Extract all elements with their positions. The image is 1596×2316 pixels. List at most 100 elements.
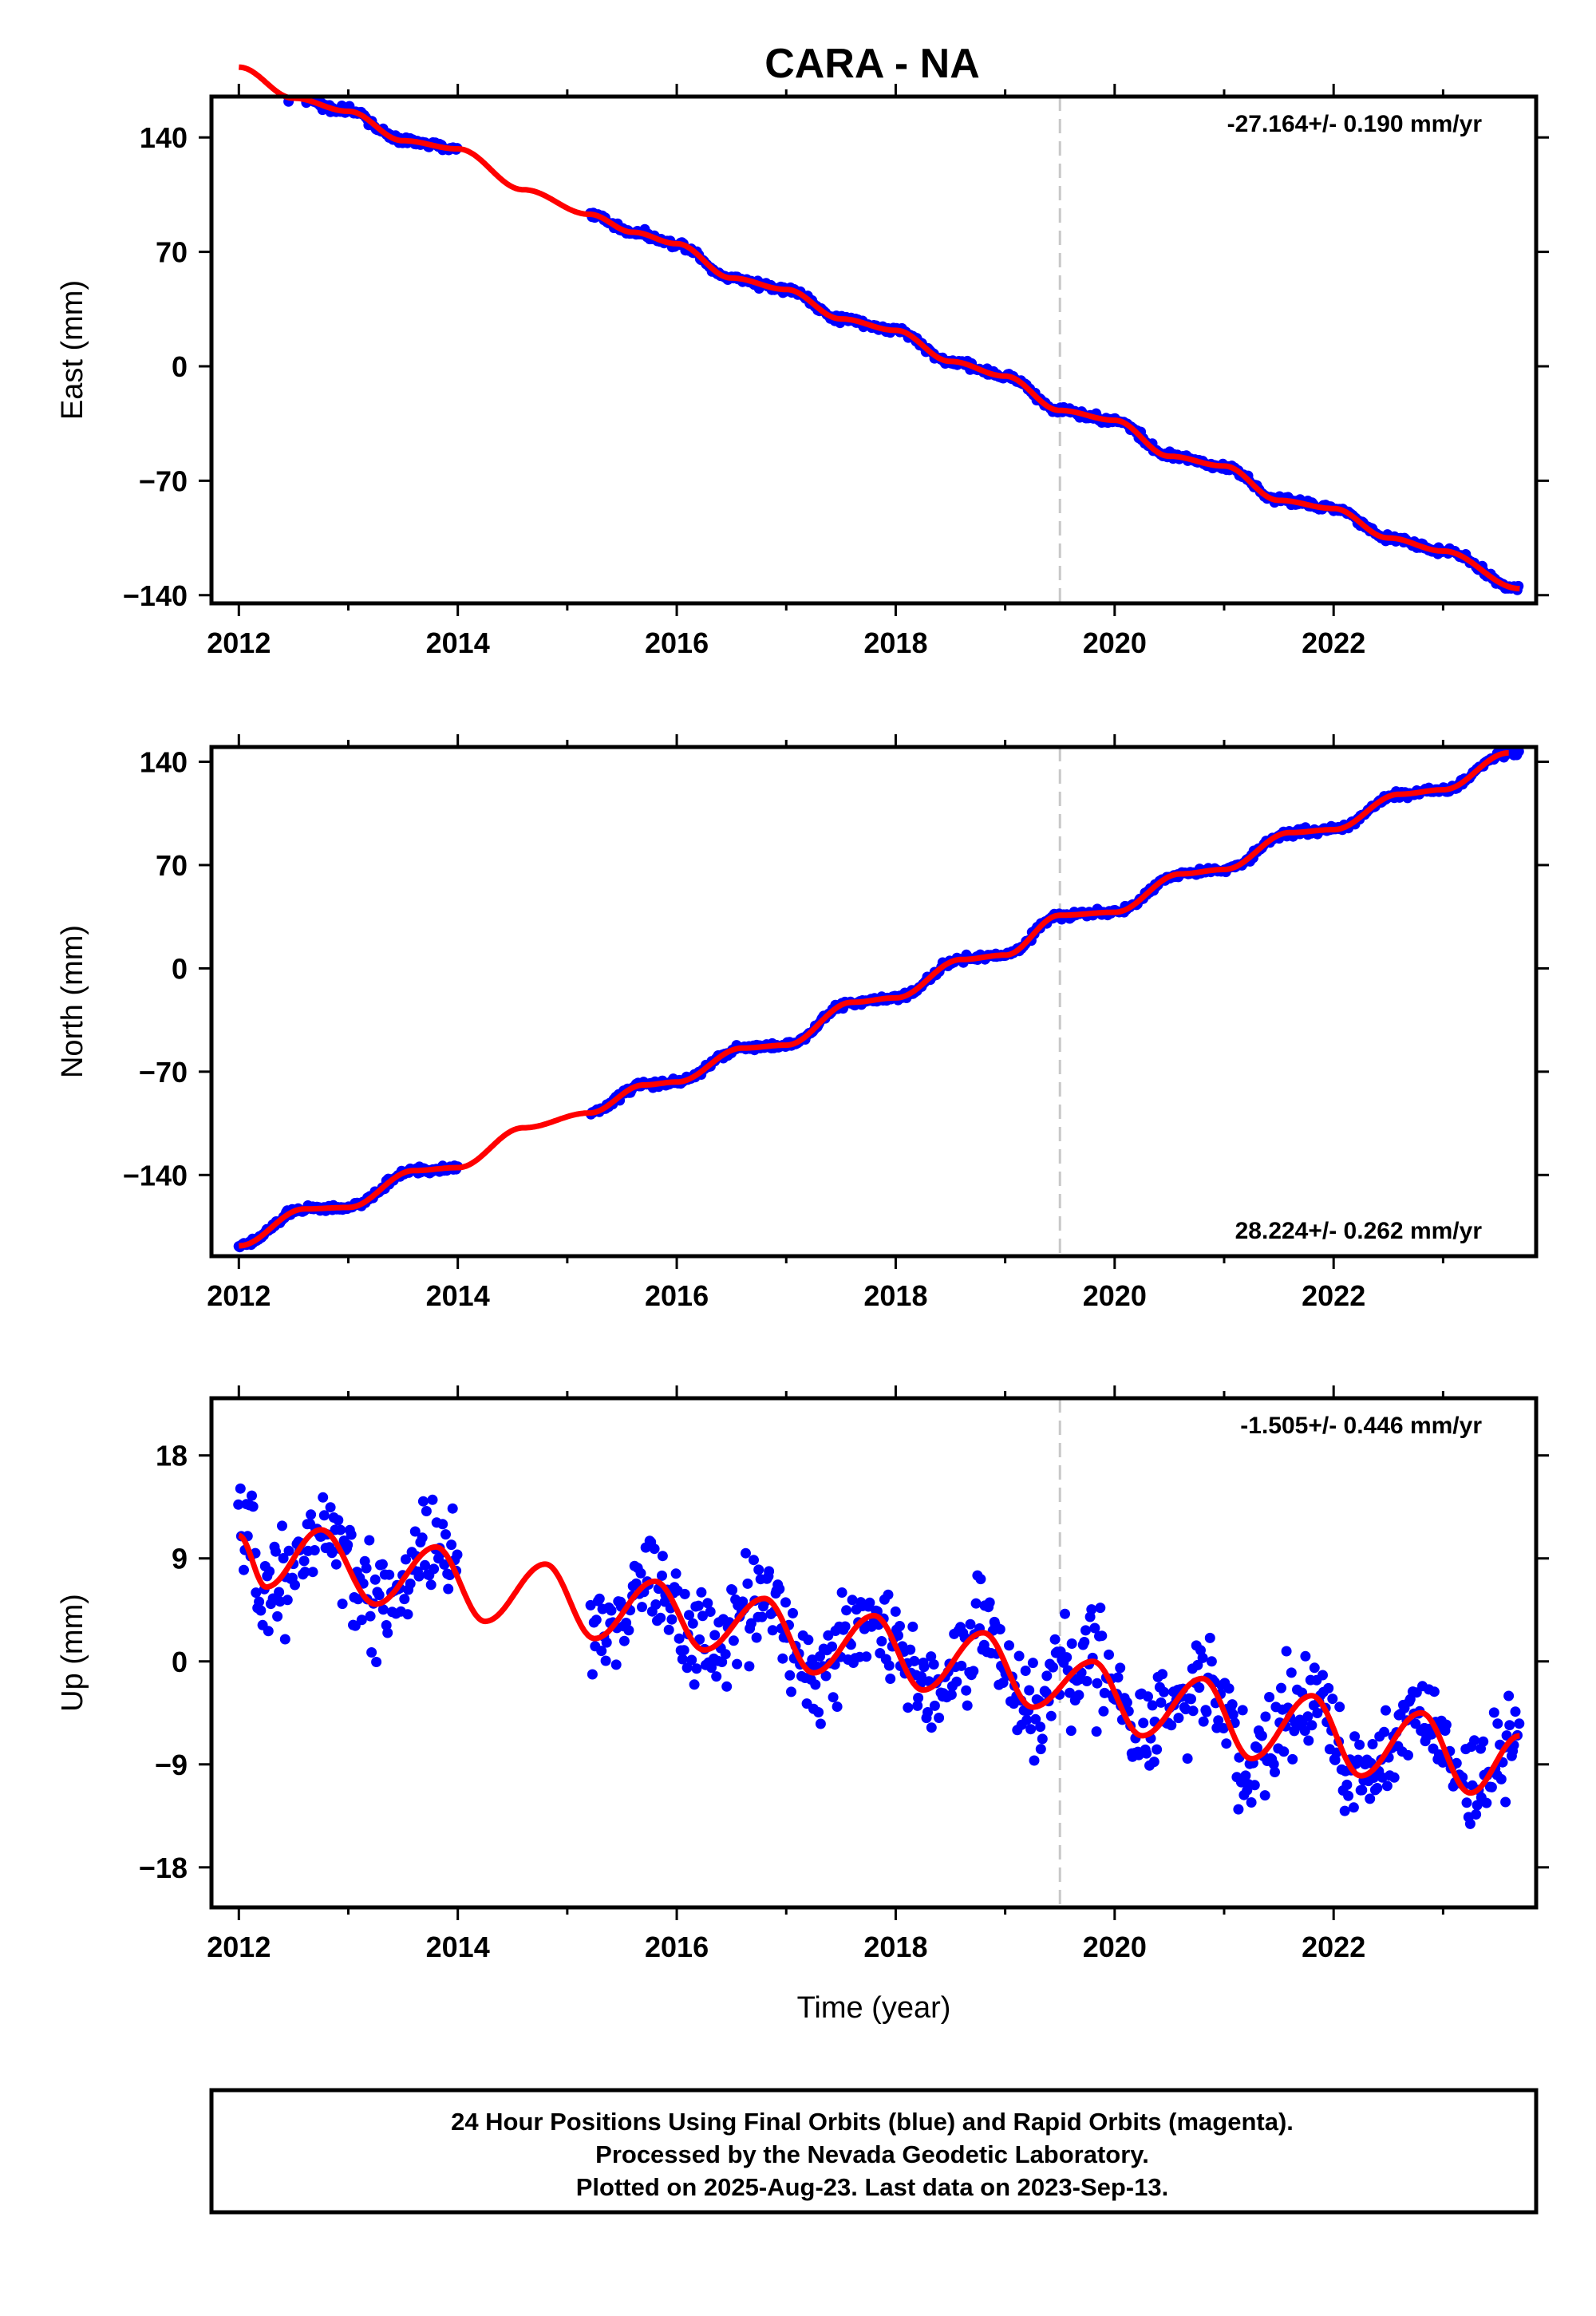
data-point [1240,1770,1251,1781]
data-point [382,1627,393,1638]
data-point [788,1607,798,1618]
data-point [696,1587,707,1598]
data-point [890,1606,901,1617]
data-point [757,1611,768,1622]
data-point [905,1644,916,1655]
x-tick-label: 2022 [1302,1931,1365,1963]
data-point [1098,1705,1109,1717]
data-point [1348,1802,1359,1813]
data-point [803,1634,814,1646]
data-point [1061,1652,1073,1663]
data-point [290,1579,300,1591]
data-point [346,1529,357,1540]
data-point [333,1515,344,1526]
data-point [1334,1701,1345,1713]
data-point [1035,1721,1046,1733]
data-point [975,1574,986,1585]
x-tick-label: 2014 [426,1931,490,1963]
data-point [1488,1707,1499,1718]
data-point [594,1593,605,1604]
data-point [1367,1739,1378,1749]
data-point [1024,1685,1035,1696]
x-tick-label: 2018 [863,626,927,659]
data-point [1025,1724,1037,1735]
up-frame [209,1396,1539,1910]
data-point [600,1655,611,1666]
data-point [1300,1650,1311,1662]
data-point [1403,1749,1413,1761]
data-point [693,1600,704,1611]
data-point [1323,1682,1334,1694]
data-point [774,1583,785,1595]
data-point [446,1539,457,1551]
data-point [951,1676,962,1687]
data-point [1339,1805,1350,1816]
data-point [1281,1646,1292,1657]
data-point [749,1555,759,1566]
data-point [961,1685,972,1696]
y-tick-label: 70 [156,849,188,882]
data-point [777,1653,788,1664]
data-point [928,1659,939,1670]
data-point [1081,1676,1092,1686]
data-point [1197,1652,1208,1663]
data-point [1095,1603,1106,1614]
data-point [1080,1625,1091,1636]
data-point [1469,1735,1479,1746]
data-point [1492,1718,1503,1729]
east-frame [209,94,1539,606]
data-point [1213,1715,1224,1726]
data-point [1159,1686,1170,1697]
data-point [1312,1708,1323,1718]
data-point [666,1614,678,1625]
data-point [277,1520,287,1531]
data-point [309,1545,320,1555]
data-point [1143,1691,1153,1702]
data-point [1478,1736,1489,1747]
data-point [909,1655,920,1666]
data-point [361,1563,372,1574]
data-point [1264,1692,1275,1702]
data-point [1256,1730,1267,1741]
data-point [623,1625,634,1636]
data-point [962,1700,973,1711]
data-point [929,1700,940,1711]
data-point [1086,1604,1097,1615]
data-point [417,1496,429,1507]
data-point [1303,1735,1314,1746]
data-point [1286,1667,1297,1678]
x-tick-label: 2022 [1302,626,1365,659]
x-tick-label: 2012 [207,1279,271,1312]
chart-title: CARA - NA [764,41,980,87]
data-point [1428,1686,1440,1697]
data-point [728,1635,739,1646]
up-model-line [237,1527,1522,1796]
data-point [744,1661,755,1672]
east-panel: 2012 2014 2016 2018 2020 2022 140 70 0 −70 −140 Eas… [56,64,1549,659]
data-point [1091,1726,1102,1737]
data-point [1060,1608,1070,1619]
data-point [1089,1622,1100,1634]
x-tick-label: 2014 [426,1279,490,1312]
data-point [247,1490,257,1501]
data-point [1198,1716,1209,1727]
data-point [912,1700,923,1711]
y-tick-label: −18 [139,1852,188,1884]
up-panel: 2012 2014 2016 2018 2020 2022 18 9 0 −9 −18 Up (mm)… [56,1385,1549,2025]
data-point [1035,1744,1046,1755]
x-tick-label: 2012 [207,626,271,659]
x-tick-label: 2012 [207,1931,271,1963]
data-point [1147,1700,1158,1711]
data-point [1204,1632,1215,1643]
data-point [926,1722,937,1733]
data-point [706,1662,717,1674]
east-model-line [237,64,1522,592]
data-point [815,1718,826,1729]
data-point [1152,1744,1163,1755]
data-point [711,1671,722,1682]
data-point [679,1588,690,1599]
data-point [720,1649,731,1660]
y-tick-label: 18 [156,1440,188,1472]
data-point [1309,1662,1320,1674]
data-point [1048,1662,1058,1673]
